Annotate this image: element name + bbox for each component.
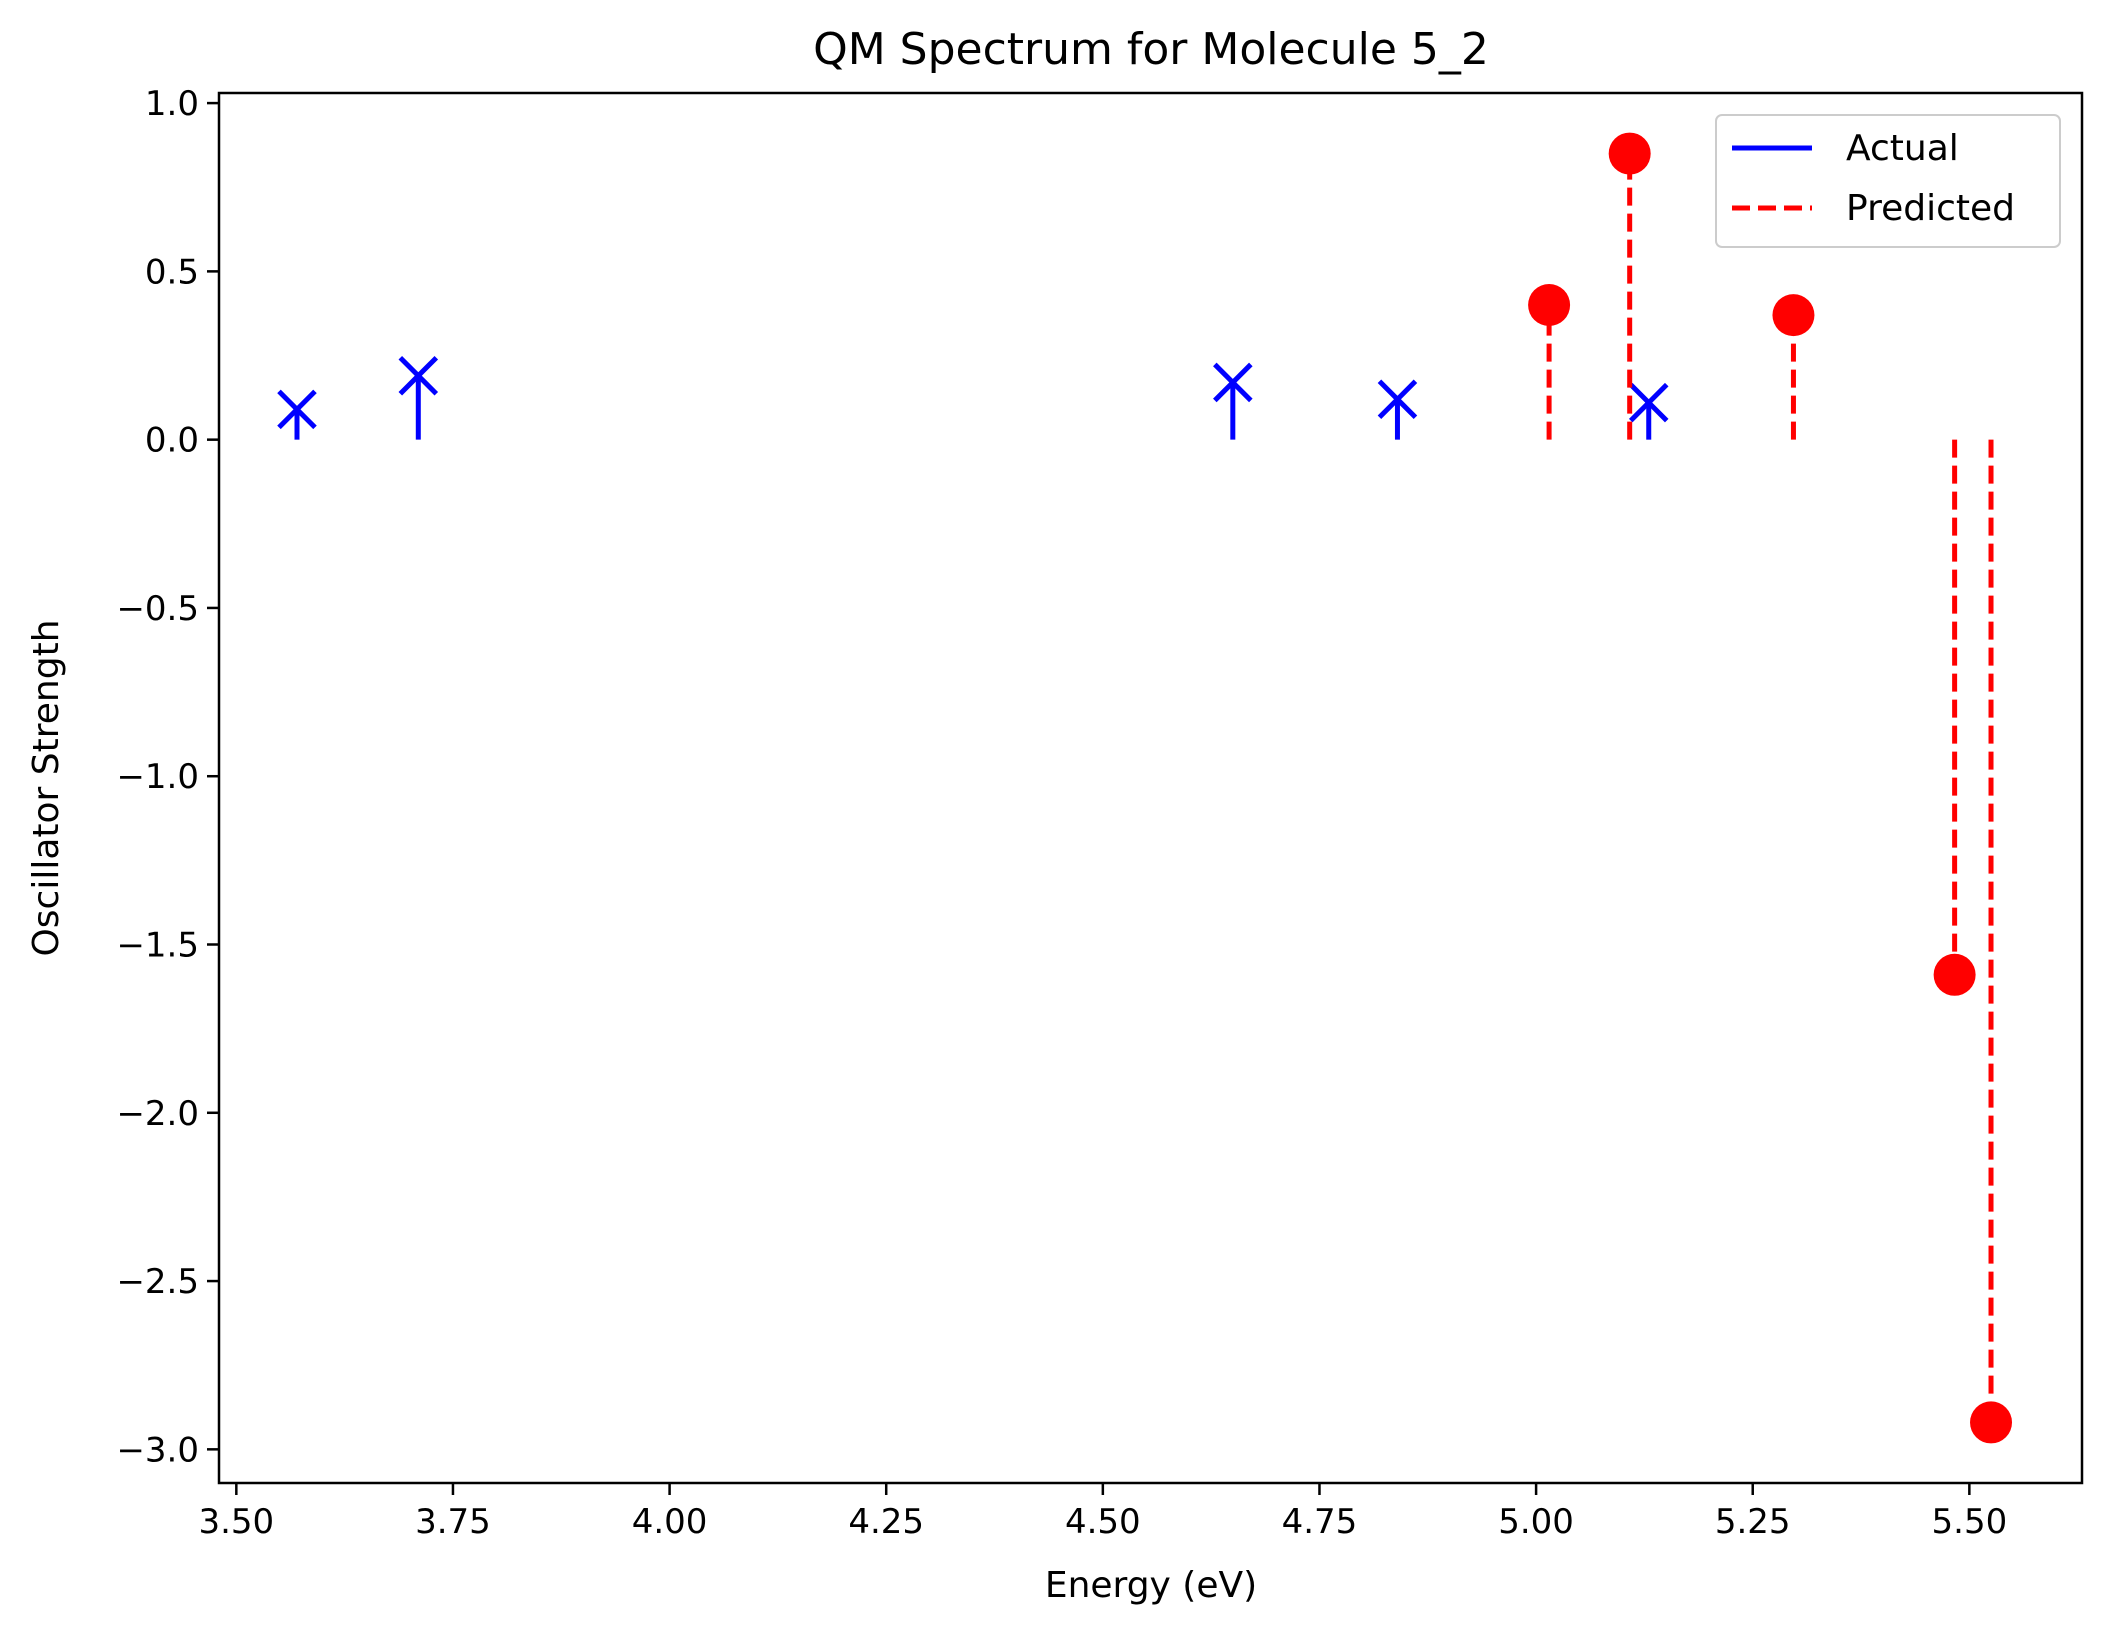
y-tick-label: 1.0	[145, 84, 199, 124]
x-tick-label: 4.00	[632, 1502, 708, 1542]
y-tick-label: 0.0	[145, 421, 199, 461]
actual-x-marker	[1628, 382, 1669, 423]
actual-x-marker	[1213, 362, 1253, 403]
legend: Actual Predicted	[1715, 114, 2061, 248]
x-tick-label: 4.50	[1065, 1502, 1141, 1542]
predicted-circle-marker	[1528, 284, 1571, 327]
y-tick-label: −1.5	[116, 926, 199, 966]
x-tick-label: 5.00	[1498, 1502, 1574, 1542]
predicted-circle-marker	[1608, 132, 1651, 175]
actual-x-marker	[277, 389, 317, 430]
x-axis-ticks: 3.50 3.75 4.00 4.25 4.50 4.75 5.00 5.25 5.50	[198, 1483, 2007, 1542]
x-axis-label: Energy (eV)	[1045, 1565, 1257, 1606]
x-tick-label: 4.75	[1282, 1502, 1358, 1542]
predicted-circle-marker	[1772, 294, 1815, 337]
legend-actual-label: Actual	[1846, 128, 1959, 169]
legend-predicted-label: Predicted	[1846, 188, 2015, 229]
y-tick-label: −2.5	[116, 1262, 199, 1302]
chart-title: QM Spectrum for Molecule 5_2	[813, 24, 1489, 75]
x-tick-label: 5.50	[1932, 1502, 2008, 1542]
y-tick-label: −2.0	[116, 1094, 199, 1134]
x-tick-label: 5.25	[1715, 1502, 1791, 1542]
y-tick-label: 0.5	[145, 252, 199, 292]
actual-x-marker	[398, 355, 439, 396]
y-axis-ticks: 1.0 0.5 0.0 −0.5 −1.0 −1.5 −2.0 −2.5 −3.0	[116, 84, 219, 1470]
y-axis-label: Oscillator Strength	[26, 619, 67, 956]
x-tick-label: 4.25	[848, 1502, 924, 1542]
predicted-circle-marker	[1933, 953, 1976, 996]
predicted-circle-marker	[1970, 1401, 2013, 1444]
y-tick-label: −0.5	[116, 589, 199, 629]
plot-area-frame	[217, 91, 2084, 1485]
y-tick-label: −1.0	[116, 757, 199, 797]
plot-marks	[277, 132, 2013, 1444]
x-tick-label: 3.50	[198, 1502, 274, 1542]
actual-x-marker	[1377, 379, 1418, 420]
x-tick-label: 3.75	[415, 1502, 491, 1542]
y-tick-label: −3.0	[116, 1430, 199, 1470]
